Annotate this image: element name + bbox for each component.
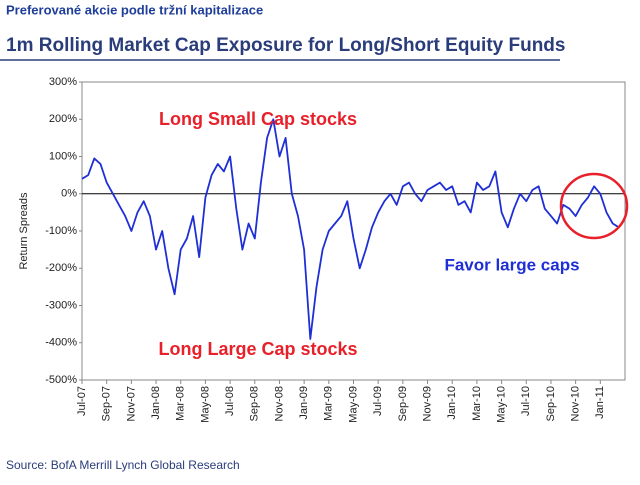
- x-tick-label: May-10: [495, 386, 507, 423]
- x-tick-label: Nov-09: [421, 386, 433, 421]
- x-tick-label: Nov-08: [273, 386, 285, 421]
- x-tick-label: Mar-08: [175, 386, 187, 421]
- page-header: Preferované akcie podle tržní kapitaliza…: [6, 2, 263, 17]
- y-tick-label: -100%: [45, 225, 77, 237]
- highlight-circle: [559, 172, 629, 240]
- x-tick-label: Jan-09: [298, 386, 310, 420]
- x-tick-label: Jul-09: [372, 386, 384, 416]
- y-tick-label: 0%: [61, 188, 77, 200]
- y-tick-label: 100%: [49, 150, 77, 162]
- y-tick-label: -200%: [45, 262, 77, 274]
- x-tick-label: Jul-08: [224, 386, 236, 416]
- y-tick-label: 300%: [49, 76, 77, 88]
- y-tick-label: -400%: [45, 337, 77, 349]
- source-note: Source: BofA Merrill Lynch Global Resear…: [6, 458, 240, 472]
- x-tick-label: Nov-07: [125, 386, 137, 421]
- x-tick-label: Sep-09: [397, 386, 409, 421]
- x-tick-label: Mar-10: [471, 386, 483, 421]
- y-tick-label: -300%: [45, 299, 77, 311]
- y-tick-label: 200%: [49, 113, 77, 125]
- annotation: Long Large Cap stocks: [158, 339, 357, 359]
- x-tick-label: Jul-07: [76, 386, 88, 416]
- x-tick-label: Mar-09: [323, 386, 335, 421]
- x-tick-label: Jul-10: [520, 386, 532, 416]
- x-tick-label: Jan-11: [594, 386, 606, 419]
- x-tick-label: Jan-08: [150, 386, 162, 420]
- chart-title: 1m Rolling Market Cap Exposure for Long/…: [6, 35, 565, 56]
- y-axis-label: Return Spreads: [18, 192, 30, 270]
- annotation: Long Small Cap stocks: [159, 109, 357, 129]
- x-tick-label: May-09: [347, 386, 359, 423]
- x-tick-label: May-08: [199, 386, 211, 423]
- annotation: Favor large caps: [444, 255, 579, 274]
- x-tick-label: Sep-07: [101, 386, 113, 421]
- x-tick-label: Sep-10: [545, 386, 557, 421]
- x-tick-label: Nov-10: [570, 386, 582, 421]
- y-tick-label: -500%: [45, 374, 77, 386]
- x-tick-label: Jan-10: [446, 386, 458, 420]
- data-line: [81, 118, 620, 340]
- x-tick-label: Sep-08: [249, 386, 261, 421]
